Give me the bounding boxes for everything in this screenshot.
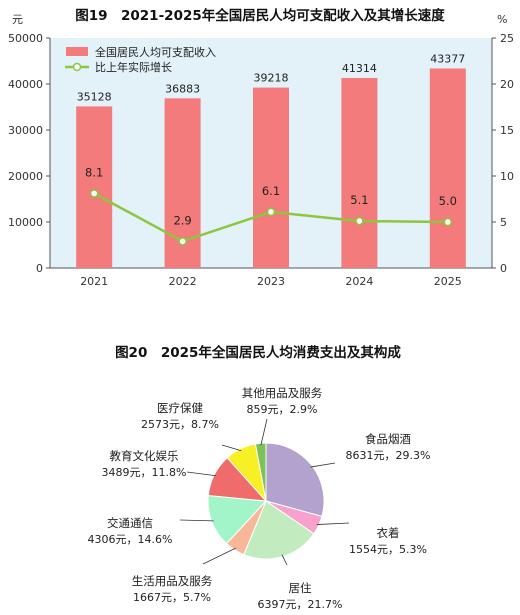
leader-line	[260, 418, 268, 446]
leader-line	[221, 444, 242, 452]
right-tick-label: 0	[500, 262, 507, 275]
right-tick-label: 20	[500, 78, 514, 91]
slice-value-label: 1667元，5.7%	[133, 591, 211, 604]
growth-value-label: 2.9	[173, 213, 191, 227]
growth-value-label: 6.1	[262, 184, 280, 198]
leader-line	[186, 471, 217, 477]
x-tick-label: 2022	[169, 275, 197, 288]
slice-value-label: 4306元，14.6%	[88, 533, 173, 546]
right-tick-label: 25	[500, 32, 514, 45]
chart1-title: 图19 2021-2025年全国居民人均可支配收入及其增长速度	[75, 7, 445, 24]
left-tick-label: 20000	[8, 170, 43, 183]
right-tick-label: 15	[500, 124, 514, 137]
slice-name-label: 医疗保健	[157, 401, 203, 415]
bar-value-label: 41314	[342, 62, 377, 75]
chart2-title: 图20 2025年全国居民人均消费支出及其构成	[115, 344, 401, 361]
slice-value-label: 6397元，21.7%	[258, 598, 343, 611]
bar	[341, 77, 378, 268]
slice-value-label: 3489元，11.8%	[102, 466, 187, 479]
left-tick-label: 0	[36, 262, 43, 275]
growth-point	[443, 217, 453, 227]
slice-name-label: 教育文化娱乐	[110, 449, 179, 463]
right-tick-label: 10	[500, 170, 514, 183]
consumption-chart: 图20 2025年全国居民人均消费支出及其构成 食品烟酒 8631元，29.3% 衣…	[88, 344, 431, 611]
bar	[429, 68, 466, 269]
growth-point	[355, 216, 364, 226]
slice-name-label: 食品烟酒	[365, 432, 411, 446]
x-tick-label: 2023	[257, 275, 285, 288]
right-axis-unit: %	[497, 13, 507, 26]
left-tick-label: 30000	[8, 124, 43, 137]
income-chart: 图19 2021-2025年全国居民人均可支配收入及其增长速度 元 % 0100…	[8, 7, 514, 288]
left-tick-label: 40000	[8, 78, 43, 91]
slice-name-label: 交通通信	[107, 516, 153, 530]
x-tick-label: 2021	[80, 275, 108, 288]
bar-value-label: 43377	[430, 52, 465, 65]
left-tick-label: 10000	[8, 216, 43, 229]
slice-name-label: 居住	[289, 581, 312, 595]
leader-line	[281, 554, 288, 566]
slice-value-label: 859元，2.9%	[247, 403, 318, 416]
slice-value-label: 8631元，29.3%	[346, 449, 431, 462]
slice-value-label: 2573元，8.7%	[141, 418, 219, 431]
bar	[253, 87, 289, 268]
legend-line-label: 比上年实际增长	[95, 60, 172, 74]
pie-slice	[254, 442, 267, 502]
x-tick-label: 2025	[434, 275, 462, 288]
pie-slice	[265, 442, 325, 518]
growth-point	[178, 237, 187, 246]
growth-value-label: 5.0	[439, 194, 457, 208]
leader-line	[310, 462, 336, 468]
legend-line-marker	[72, 62, 82, 72]
legend-bar-swatch	[66, 47, 88, 56]
x-tick-label: 2024	[345, 275, 373, 288]
slice-value-label: 1554元，5.3%	[349, 543, 427, 556]
leader-line	[179, 519, 214, 522]
growth-value-label: 5.1	[350, 193, 368, 207]
left-axis-unit: 元	[12, 13, 23, 26]
growth-point	[89, 189, 99, 198]
leader-line	[316, 522, 350, 525]
pie-slice	[207, 494, 268, 545]
bar-value-label: 39218	[254, 72, 289, 85]
growth-value-label: 8.1	[85, 165, 103, 179]
bar	[76, 106, 113, 269]
legend: 全国居民人均可支配收入 比上年实际增长	[65, 45, 216, 74]
right-tick-label: 5	[500, 216, 507, 229]
left-tick-label: 50000	[8, 32, 43, 45]
slice-name-label: 生活用品及服务	[132, 574, 213, 588]
bar-value-label: 35128	[77, 90, 112, 103]
growth-point	[266, 207, 276, 217]
leader-line	[202, 547, 236, 565]
legend-bar-label: 全国居民人均可支配收入	[95, 45, 216, 59]
slice-name-label: 衣着	[377, 526, 400, 540]
bar-value-label: 36883	[165, 82, 200, 95]
slice-name-label: 其他用品及服务	[242, 386, 323, 400]
